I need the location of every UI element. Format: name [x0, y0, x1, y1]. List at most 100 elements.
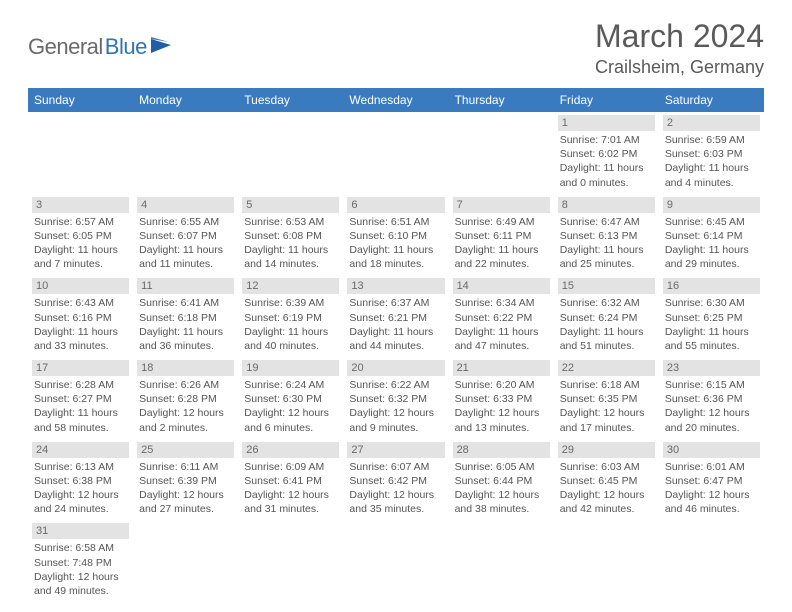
day-info: Sunrise: 6:24 AMSunset: 6:30 PMDaylight:… [242, 378, 339, 435]
calendar-cell: 22 Sunrise: 6:18 AMSunset: 6:35 PMDayligh… [554, 357, 659, 439]
calendar-cell [238, 112, 343, 194]
day-number: 12 [242, 278, 339, 294]
day-info: Sunrise: 6:28 AMSunset: 6:27 PMDaylight:… [32, 378, 129, 435]
calendar-cell [133, 112, 238, 194]
calendar-week-row: 3Sunrise: 6:57 AMSunset: 6:05 PMDaylight… [28, 194, 764, 276]
calendar-cell [28, 112, 133, 194]
day-info: Sunrise: 6:47 AMSunset: 6:13 PMDaylight:… [558, 215, 655, 272]
day-info: Sunrise: 6:01 AMSunset: 6:47 PMDaylight:… [663, 460, 760, 517]
calendar-week-row: 1Sunrise: 7:01 AMSunset: 6:02 PMDaylight… [28, 112, 764, 194]
day-info: Sunrise: 6:59 AMSunset: 6:03 PMDaylight:… [663, 133, 760, 190]
calendar-week-row: 17 Sunrise: 6:28 AMSunset: 6:27 PMDayligh… [28, 357, 764, 439]
day-number: 31 [32, 523, 129, 539]
location: Crailsheim, Germany [595, 57, 764, 78]
day-info: Sunrise: 6:07 AMSunset: 6:42 PMDaylight:… [347, 460, 444, 517]
day-info: Sunrise: 6:41 AMSunset: 6:18 PMDaylight:… [137, 296, 234, 353]
day-number: 3 [32, 197, 129, 213]
calendar-cell: 7Sunrise: 6:49 AMSunset: 6:11 PMDaylight… [449, 194, 554, 276]
month-title: March 2024 [595, 18, 764, 55]
calendar-cell: 4Sunrise: 6:55 AMSunset: 6:07 PMDaylight… [133, 194, 238, 276]
calendar-cell: 17 Sunrise: 6:28 AMSunset: 6:27 PMDayligh… [28, 357, 133, 439]
calendar-cell [449, 112, 554, 194]
calendar-cell [554, 520, 659, 602]
calendar-cell: 27 Sunrise: 6:07 AMSunset: 6:42 PMDayligh… [343, 439, 448, 521]
day-number: 30 [663, 442, 760, 458]
day-info: Sunrise: 6:37 AMSunset: 6:21 PMDaylight:… [347, 296, 444, 353]
calendar-cell: 10 Sunrise: 6:43 AMSunset: 6:16 PMDayligh… [28, 275, 133, 357]
day-number: 4 [137, 197, 234, 213]
day-info: Sunrise: 6:18 AMSunset: 6:35 PMDaylight:… [558, 378, 655, 435]
calendar-cell: 24 Sunrise: 6:13 AMSunset: 6:38 PMDayligh… [28, 439, 133, 521]
day-number: 8 [558, 197, 655, 213]
day-number: 2 [663, 115, 760, 131]
calendar-cell: 31 Sunrise: 6:58 AMSunset: 7:48 PMDayligh… [28, 520, 133, 602]
day-number: 9 [663, 197, 760, 213]
calendar-cell: 6 Sunrise: 6:51 AMSunset: 6:10 PMDaylight… [343, 194, 448, 276]
title-block: March 2024 Crailsheim, Germany [595, 18, 764, 78]
logo-part2: Blue [105, 34, 147, 60]
day-info: Sunrise: 6:05 AMSunset: 6:44 PMDaylight:… [453, 460, 550, 517]
day-info: Sunrise: 6:34 AMSunset: 6:22 PMDaylight:… [453, 296, 550, 353]
day-number: 17 [32, 360, 129, 376]
header: General Blue March 2024 Crailsheim, Germ… [28, 18, 764, 78]
day-number: 22 [558, 360, 655, 376]
weekday-header: Wednesday [343, 88, 448, 112]
logo: General Blue [28, 34, 173, 60]
calendar-cell: 28 Sunrise: 6:05 AMSunset: 6:44 PMDayligh… [449, 439, 554, 521]
day-info: Sunrise: 6:22 AMSunset: 6:32 PMDaylight:… [347, 378, 444, 435]
day-number: 11 [137, 278, 234, 294]
day-info: Sunrise: 6:45 AMSunset: 6:14 PMDaylight:… [663, 215, 760, 272]
day-number: 20 [347, 360, 444, 376]
weekday-header: Friday [554, 88, 659, 112]
weekday-header: Monday [133, 88, 238, 112]
day-number: 23 [663, 360, 760, 376]
day-info: Sunrise: 6:51 AMSunset: 6:10 PMDaylight:… [347, 215, 444, 272]
day-info: Sunrise: 7:01 AMSunset: 6:02 PMDaylight:… [558, 133, 655, 190]
calendar-cell [343, 520, 448, 602]
day-info: Sunrise: 6:58 AMSunset: 7:48 PMDaylight:… [32, 541, 129, 598]
calendar-cell: 8 Sunrise: 6:47 AMSunset: 6:13 PMDaylight… [554, 194, 659, 276]
calendar-cell: 11 Sunrise: 6:41 AMSunset: 6:18 PMDayligh… [133, 275, 238, 357]
calendar-cell: 26Sunrise: 6:09 AMSunset: 6:41 PMDayligh… [238, 439, 343, 521]
day-info: Sunrise: 6:39 AMSunset: 6:19 PMDaylight:… [242, 296, 339, 353]
calendar-cell: 20 Sunrise: 6:22 AMSunset: 6:32 PMDayligh… [343, 357, 448, 439]
day-number: 18 [137, 360, 234, 376]
calendar-cell: 16Sunrise: 6:30 AMSunset: 6:25 PMDayligh… [659, 275, 764, 357]
calendar-cell: 9 Sunrise: 6:45 AMSunset: 6:14 PMDaylight… [659, 194, 764, 276]
calendar-cell: 29Sunrise: 6:03 AMSunset: 6:45 PMDayligh… [554, 439, 659, 521]
calendar-cell [659, 520, 764, 602]
weekday-header-row: Sunday Monday Tuesday Wednesday Thursday… [28, 88, 764, 112]
day-number: 27 [347, 442, 444, 458]
day-number: 19 [242, 360, 339, 376]
day-number: 13 [347, 278, 444, 294]
day-info: Sunrise: 6:20 AMSunset: 6:33 PMDaylight:… [453, 378, 550, 435]
logo-part1: General [28, 34, 103, 60]
day-number: 28 [453, 442, 550, 458]
day-number: 26 [242, 442, 339, 458]
day-number: 15 [558, 278, 655, 294]
day-number: 10 [32, 278, 129, 294]
calendar-cell: 14 Sunrise: 6:34 AMSunset: 6:22 PMDayligh… [449, 275, 554, 357]
calendar-cell [238, 520, 343, 602]
weekday-header: Thursday [449, 88, 554, 112]
calendar-cell: 2 Sunrise: 6:59 AMSunset: 6:03 PMDaylight… [659, 112, 764, 194]
calendar-cell: 25Sunrise: 6:11 AMSunset: 6:39 PMDayligh… [133, 439, 238, 521]
weekday-header: Sunday [28, 88, 133, 112]
day-info: Sunrise: 6:43 AMSunset: 6:16 PMDaylight:… [32, 296, 129, 353]
day-number: 24 [32, 442, 129, 458]
calendar-cell: 18 Sunrise: 6:26 AMSunset: 6:28 PMDayligh… [133, 357, 238, 439]
calendar-cell: 23Sunrise: 6:15 AMSunset: 6:36 PMDayligh… [659, 357, 764, 439]
day-info: Sunrise: 6:53 AMSunset: 6:08 PMDaylight:… [242, 215, 339, 272]
calendar-cell: 5Sunrise: 6:53 AMSunset: 6:08 PMDaylight… [238, 194, 343, 276]
day-info: Sunrise: 6:13 AMSunset: 6:38 PMDaylight:… [32, 460, 129, 517]
day-info: Sunrise: 6:32 AMSunset: 6:24 PMDaylight:… [558, 296, 655, 353]
calendar-cell [449, 520, 554, 602]
day-info: Sunrise: 6:03 AMSunset: 6:45 PMDaylight:… [558, 460, 655, 517]
calendar-cell: 30 Sunrise: 6:01 AMSunset: 6:47 PMDayligh… [659, 439, 764, 521]
calendar-table: Sunday Monday Tuesday Wednesday Thursday… [28, 88, 764, 602]
calendar-cell: 15 Sunrise: 6:32 AMSunset: 6:24 PMDayligh… [554, 275, 659, 357]
day-number: 6 [347, 197, 444, 213]
day-info: Sunrise: 6:26 AMSunset: 6:28 PMDaylight:… [137, 378, 234, 435]
calendar-cell: 3Sunrise: 6:57 AMSunset: 6:05 PMDaylight… [28, 194, 133, 276]
day-number: 14 [453, 278, 550, 294]
